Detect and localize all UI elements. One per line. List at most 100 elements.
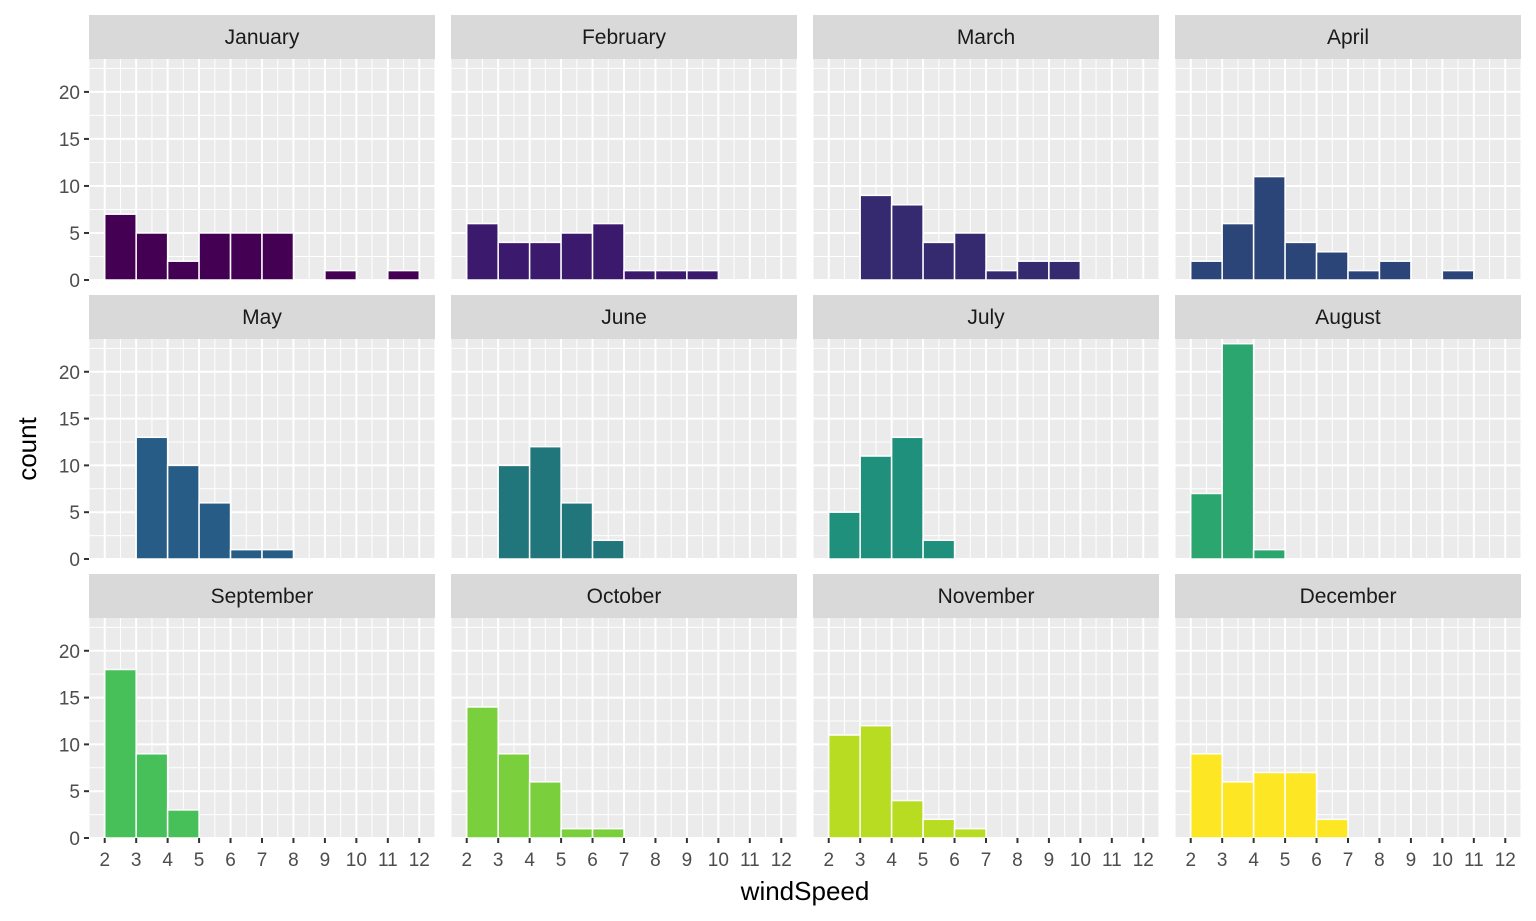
x-tick-label: 5 xyxy=(918,850,929,871)
x-tick-label: 2 xyxy=(1185,850,1196,871)
x-tick-label: 10 xyxy=(1432,850,1453,871)
x-axis-title: windSpeed xyxy=(740,876,870,906)
histogram-bar xyxy=(922,539,956,560)
facet-strip-label: April xyxy=(1327,26,1369,49)
x-tick-label: 11 xyxy=(378,850,398,871)
y-tick-label: 10 xyxy=(59,177,80,198)
y-tick-label: 0 xyxy=(69,829,80,850)
facet-strip-label: May xyxy=(242,306,282,329)
histogram-bar xyxy=(528,241,562,281)
facet-strip xyxy=(451,295,797,339)
x-tick-label: 12 xyxy=(1495,850,1516,871)
facet-strip-label: November xyxy=(938,585,1035,608)
histogram-bar xyxy=(591,539,625,560)
x-tick-label: 4 xyxy=(886,850,897,871)
histogram-bar xyxy=(654,269,688,281)
histogram-bar xyxy=(560,232,594,281)
y-tick-label: 5 xyxy=(69,782,80,803)
histogram-bar xyxy=(953,827,987,839)
facet-strip xyxy=(813,295,1159,339)
facet-strip xyxy=(89,574,435,618)
histogram-bar xyxy=(1252,771,1286,839)
histogram-bar xyxy=(591,827,625,839)
x-tick-label: 10 xyxy=(346,850,367,871)
x-tick-label: 6 xyxy=(949,850,960,871)
facet-strip xyxy=(89,295,435,339)
histogram-bar xyxy=(261,232,295,281)
facet-panel-october: October 2 3 4 5 6 7 8 9 10 11 12 xyxy=(450,574,798,871)
x-tick-label: 8 xyxy=(1374,850,1385,871)
histogram-bar xyxy=(1189,752,1223,839)
histogram-bar xyxy=(103,213,137,281)
histogram-bar xyxy=(890,204,924,281)
histogram-bar xyxy=(859,194,893,281)
y-tick-label: 10 xyxy=(59,456,80,477)
facet-panel-january: January 0 5 10 15 20 xyxy=(59,15,436,292)
histogram-bar xyxy=(198,232,232,281)
facet-panel-february: February xyxy=(450,15,798,281)
histogram-bar xyxy=(497,464,531,560)
histogram-bar xyxy=(1284,771,1318,839)
x-tick-label: 3 xyxy=(1217,850,1228,871)
histogram-bar xyxy=(827,511,861,560)
histogram-bar xyxy=(465,222,499,281)
y-tick-label: 10 xyxy=(59,735,80,756)
y-tick-label: 0 xyxy=(69,550,80,571)
histogram-bar xyxy=(827,734,861,839)
facet-strip-label: December xyxy=(1300,585,1397,608)
facet-panel-april: April xyxy=(1174,15,1522,281)
x-tick-label: 5 xyxy=(1280,850,1291,871)
facet-strip xyxy=(1175,15,1521,59)
facet-strip-label: March xyxy=(957,26,1015,49)
x-tick-label: 9 xyxy=(1406,850,1417,871)
y-axis-title: count xyxy=(12,416,42,480)
x-tick-label: 9 xyxy=(320,850,331,871)
y-tick-label: 20 xyxy=(59,642,80,663)
x-tick-label: 6 xyxy=(225,850,236,871)
histogram-bar xyxy=(1378,260,1412,281)
histogram-bar xyxy=(135,752,169,839)
histogram-bar xyxy=(103,668,137,839)
facet-strip xyxy=(1175,574,1521,618)
histogram-bar xyxy=(528,445,562,560)
facet-strip-label: July xyxy=(967,306,1005,329)
histogram-bar xyxy=(166,464,200,560)
x-tick-label: 10 xyxy=(708,850,729,871)
x-tick-label: 7 xyxy=(257,850,268,871)
histogram-bar xyxy=(465,706,499,839)
x-tick-label: 6 xyxy=(1311,850,1322,871)
histogram-bar xyxy=(1189,492,1223,560)
histogram-bar xyxy=(229,548,263,560)
y-tick-label: 0 xyxy=(69,271,80,292)
histogram-bar xyxy=(1315,818,1349,839)
facet-strip-label: September xyxy=(211,585,314,608)
histogram-bar xyxy=(135,436,169,560)
histogram-bar xyxy=(1284,241,1318,281)
x-tick-label: 3 xyxy=(493,850,504,871)
histogram-bar xyxy=(985,269,1019,281)
histogram-bar xyxy=(890,799,924,839)
facet-strip xyxy=(1175,295,1521,339)
y-tick-label: 20 xyxy=(59,363,80,384)
x-tick-label: 7 xyxy=(1343,850,1354,871)
facet-panel-july: July xyxy=(812,295,1160,560)
facet-strip xyxy=(813,574,1159,618)
x-tick-label: 12 xyxy=(771,850,792,871)
histogram-bar xyxy=(560,827,594,839)
facet-panel-march: March xyxy=(812,15,1160,281)
histogram-bar xyxy=(387,269,421,281)
histogram-bar xyxy=(1048,260,1082,281)
x-tick-label: 10 xyxy=(1070,850,1091,871)
y-tick-label: 5 xyxy=(69,224,80,245)
histogram-bar xyxy=(1221,222,1255,281)
y-tick-label: 5 xyxy=(69,503,80,524)
histogram-bar xyxy=(1441,269,1475,281)
x-tick-label: 2 xyxy=(461,850,472,871)
histogram-bar xyxy=(198,502,232,560)
facet-strip xyxy=(813,15,1159,59)
x-tick-label: 7 xyxy=(619,850,630,871)
x-tick-label: 6 xyxy=(587,850,598,871)
histogram-bar xyxy=(1221,342,1255,560)
